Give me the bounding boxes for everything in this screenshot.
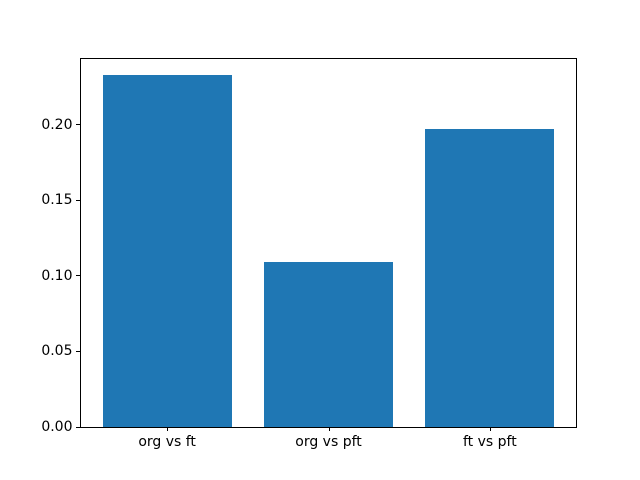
y-tick: [76, 350, 80, 352]
y-tick: [76, 124, 80, 126]
x-tick: [489, 427, 491, 431]
bar-org-vs-ft: [102, 75, 232, 427]
y-tick-label: 0.15: [41, 192, 73, 209]
plot-area: [80, 58, 577, 427]
x-tick: [167, 427, 169, 431]
y-tick: [76, 426, 80, 428]
x-tick-label: org vs ft: [138, 434, 196, 450]
bar-org-vs-pft: [263, 262, 394, 427]
y-tick: [76, 199, 80, 201]
y-tick-label: 0.05: [41, 343, 73, 360]
x-tick-label: ft vs pft: [463, 434, 517, 450]
y-tick-label: 0.20: [41, 116, 73, 133]
y-tick: [76, 275, 80, 277]
bar-ft-vs-pft: [425, 129, 555, 427]
y-tick-label: 0.10: [41, 267, 73, 284]
y-tick-label: 0.00: [41, 419, 73, 435]
x-tick: [328, 427, 330, 431]
x-tick-label: org vs pft: [295, 434, 362, 450]
